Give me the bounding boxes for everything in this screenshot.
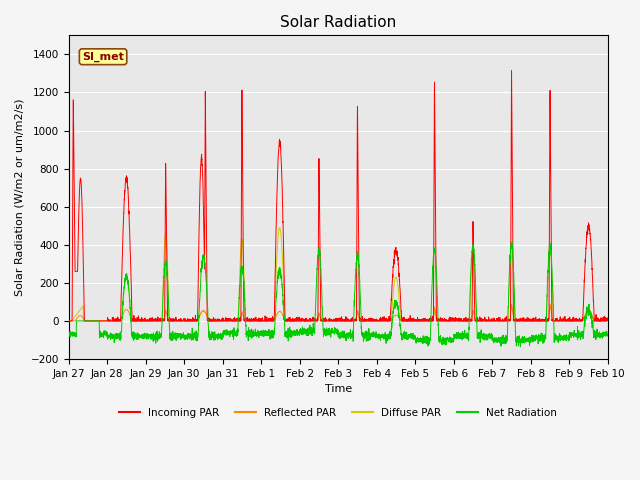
Reflected PAR <box>406 318 413 324</box>
Diffuse PAR <box>276 225 284 230</box>
Diffuse PAR <box>597 318 605 324</box>
Diffuse PAR <box>350 318 358 324</box>
X-axis label: Time: Time <box>324 384 352 394</box>
Net Radiation <box>499 332 507 338</box>
Incoming PAR <box>508 68 515 73</box>
Reflected PAR <box>499 318 507 324</box>
Net Radiation <box>597 334 605 339</box>
Reflected PAR <box>138 318 146 324</box>
Net Radiation <box>604 331 612 337</box>
Diffuse PAR <box>418 318 426 324</box>
Reflected PAR <box>418 318 426 324</box>
Y-axis label: Solar Radiation (W/m2 or um/m2/s): Solar Radiation (W/m2 or um/m2/s) <box>15 98 25 296</box>
Incoming PAR <box>418 318 426 324</box>
Net Radiation <box>418 336 426 342</box>
Diffuse PAR <box>500 318 508 324</box>
Reflected PAR <box>508 301 515 307</box>
Incoming PAR <box>65 318 72 324</box>
Incoming PAR <box>138 317 146 323</box>
Net Radiation <box>65 330 72 336</box>
Line: Incoming PAR: Incoming PAR <box>68 71 608 321</box>
Net Radiation <box>516 344 524 350</box>
Diffuse PAR <box>604 318 612 324</box>
Line: Reflected PAR: Reflected PAR <box>68 304 608 321</box>
Line: Diffuse PAR: Diffuse PAR <box>68 228 608 321</box>
Incoming PAR <box>604 318 612 324</box>
Incoming PAR <box>499 318 507 324</box>
Diffuse PAR <box>65 318 72 324</box>
Diffuse PAR <box>138 318 146 324</box>
Reflected PAR <box>65 318 72 324</box>
Text: SI_met: SI_met <box>82 52 124 62</box>
Reflected PAR <box>349 318 357 324</box>
Net Radiation <box>508 239 516 245</box>
Title: Solar Radiation: Solar Radiation <box>280 15 396 30</box>
Reflected PAR <box>597 318 605 324</box>
Legend: Incoming PAR, Reflected PAR, Diffuse PAR, Net Radiation: Incoming PAR, Reflected PAR, Diffuse PAR… <box>115 403 561 422</box>
Net Radiation <box>406 332 413 337</box>
Diffuse PAR <box>406 318 413 324</box>
Incoming PAR <box>597 318 605 324</box>
Incoming PAR <box>349 317 357 323</box>
Reflected PAR <box>604 318 612 324</box>
Line: Net Radiation: Net Radiation <box>68 242 608 347</box>
Incoming PAR <box>406 318 413 324</box>
Net Radiation <box>138 334 146 339</box>
Net Radiation <box>349 323 357 329</box>
